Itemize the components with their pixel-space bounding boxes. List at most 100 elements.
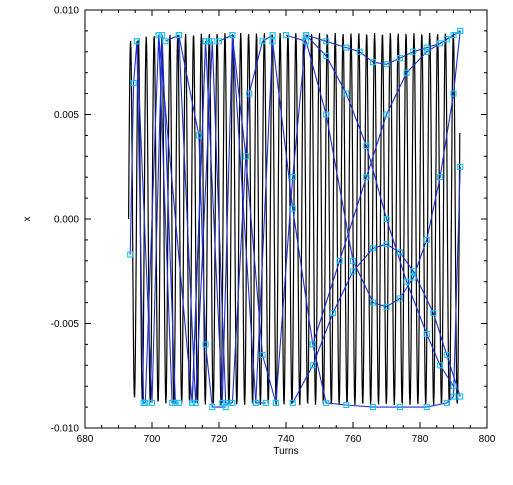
data-point-marker <box>370 245 377 252</box>
data-point-marker <box>169 399 176 406</box>
data-point-marker <box>430 310 437 317</box>
data-point-marker <box>396 55 403 62</box>
data-point-marker <box>289 174 296 181</box>
data-point-marker <box>229 399 236 406</box>
data-point-marker <box>356 48 363 55</box>
data-point-marker <box>303 38 310 45</box>
data-point-marker <box>229 32 236 39</box>
y-tick-label: 0.000 <box>54 215 79 226</box>
envelope-line <box>144 35 179 404</box>
data-point-marker <box>450 383 457 390</box>
y-tick-label: 0.005 <box>54 110 79 121</box>
data-point-marker <box>423 330 430 337</box>
data-point-marker <box>396 295 403 302</box>
envelope-line <box>312 30 461 345</box>
data-point-marker <box>383 241 390 248</box>
data-point-marker <box>175 399 182 406</box>
data-point-marker <box>349 257 357 264</box>
envelope-line <box>305 34 454 65</box>
data-point-marker <box>457 27 464 34</box>
data-point-marker <box>127 251 134 258</box>
data-point-marker <box>215 38 223 45</box>
x-tick-label: 800 <box>479 434 496 445</box>
y-tick-label: -0.005 <box>51 319 80 330</box>
data-point-marker <box>209 38 216 45</box>
data-point-marker <box>309 341 316 348</box>
data-point-marker <box>323 38 330 45</box>
x-tick-label: 780 <box>412 434 429 445</box>
data-point-marker <box>323 399 330 406</box>
data-point-marker <box>323 111 330 118</box>
x-tick-label: 700 <box>144 434 161 445</box>
envelope-line <box>191 35 266 404</box>
data-point-marker <box>259 351 266 358</box>
data-point-marker <box>403 69 410 76</box>
data-point-marker <box>148 399 156 406</box>
data-point-marker <box>222 404 229 411</box>
y-tick-label: 0.010 <box>54 6 79 17</box>
data-point-marker <box>423 404 430 411</box>
data-point-marker <box>423 236 430 243</box>
data-point-marker <box>209 404 216 411</box>
envelope-line <box>285 30 461 308</box>
data-point-marker <box>403 278 410 285</box>
data-point-marker <box>269 32 276 39</box>
data-point-marker <box>370 59 377 66</box>
data-point-marker <box>192 399 199 406</box>
data-point-marker <box>202 341 209 348</box>
data-point-marker <box>175 32 182 39</box>
x-axis-label: Turns <box>273 446 298 457</box>
data-point-marker <box>159 32 166 39</box>
data-point-marker <box>282 32 290 39</box>
data-point-marker <box>363 142 370 149</box>
envelope-line <box>231 34 273 403</box>
data-point-marker <box>309 362 316 369</box>
data-point-marker <box>450 90 457 97</box>
data-point-marker <box>195 132 202 139</box>
data-point-marker <box>343 401 350 409</box>
data-point-marker <box>437 174 444 181</box>
data-point-marker <box>410 274 417 281</box>
data-point-marker <box>443 351 450 358</box>
data-point-marker <box>457 163 464 170</box>
data-point-marker <box>289 399 296 406</box>
data-point-marker <box>155 32 162 39</box>
y-axis-label: x <box>22 217 33 222</box>
data-point-marker <box>130 80 137 87</box>
data-point-marker <box>396 404 403 411</box>
envelope-line <box>255 41 461 408</box>
data-point-marker <box>396 249 403 256</box>
envelope-line <box>275 33 454 403</box>
data-point-marker <box>383 111 390 118</box>
data-point-marker <box>172 399 179 406</box>
x-tick-label: 760 <box>345 434 362 445</box>
data-point-marker <box>303 32 310 39</box>
data-point-marker <box>457 393 464 400</box>
data-point-marker <box>162 38 169 45</box>
data-point-marker <box>142 399 149 406</box>
data-point-marker <box>370 299 377 306</box>
data-point-marker <box>349 268 357 275</box>
x-tick-label: 720 <box>211 434 228 445</box>
data-point-marker <box>443 36 450 43</box>
data-point-marker <box>450 32 457 39</box>
data-point-marker <box>343 90 350 97</box>
ticks-layer: 680 700 720 740 760 780 800 -0.010 -0.005 0.000 0.… <box>51 6 496 446</box>
data-point-marker <box>189 399 196 406</box>
envelope-layer <box>129 30 461 408</box>
data-point-marker <box>219 399 226 406</box>
data-point-marker <box>450 393 457 400</box>
data-point-marker <box>289 205 296 212</box>
data-point-marker <box>242 153 249 160</box>
data-point-marker <box>383 303 390 310</box>
y-tick-label: -0.010 <box>51 424 80 435</box>
x-tick-label: 740 <box>278 434 295 445</box>
data-point-marker <box>410 48 417 55</box>
envelope-line <box>136 35 176 403</box>
data-point-marker <box>383 215 390 223</box>
data-point-marker <box>246 90 253 97</box>
envelope-line <box>178 34 226 408</box>
